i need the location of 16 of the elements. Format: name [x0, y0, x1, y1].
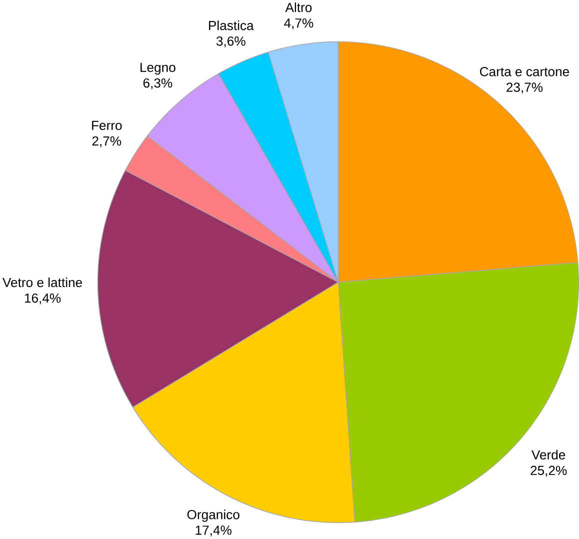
slice-label: Altro: [285, 2, 312, 12]
data-label: 16,4%: [24, 294, 61, 304]
slice-label: Ferro: [92, 120, 122, 130]
slice-label: Legno: [140, 62, 176, 75]
slice-label: Carta e cartone: [480, 67, 570, 76]
data-label: 4,7%: [284, 18, 314, 30]
slice-label: Organico: [187, 510, 240, 522]
slice-label: Plastica: [209, 20, 254, 30]
data-label: 6,3%: [143, 78, 172, 90]
slice-label: Verde: [532, 450, 566, 460]
slice-label: Vetro e lattine: [2, 278, 82, 288]
data-label: 2,7%: [92, 136, 122, 148]
data-label: 17,4%: [196, 526, 232, 536]
data-label: 25,2%: [530, 466, 567, 477]
data-label: 3,6%: [216, 36, 246, 48]
data-label: 23,7%: [506, 82, 543, 94]
